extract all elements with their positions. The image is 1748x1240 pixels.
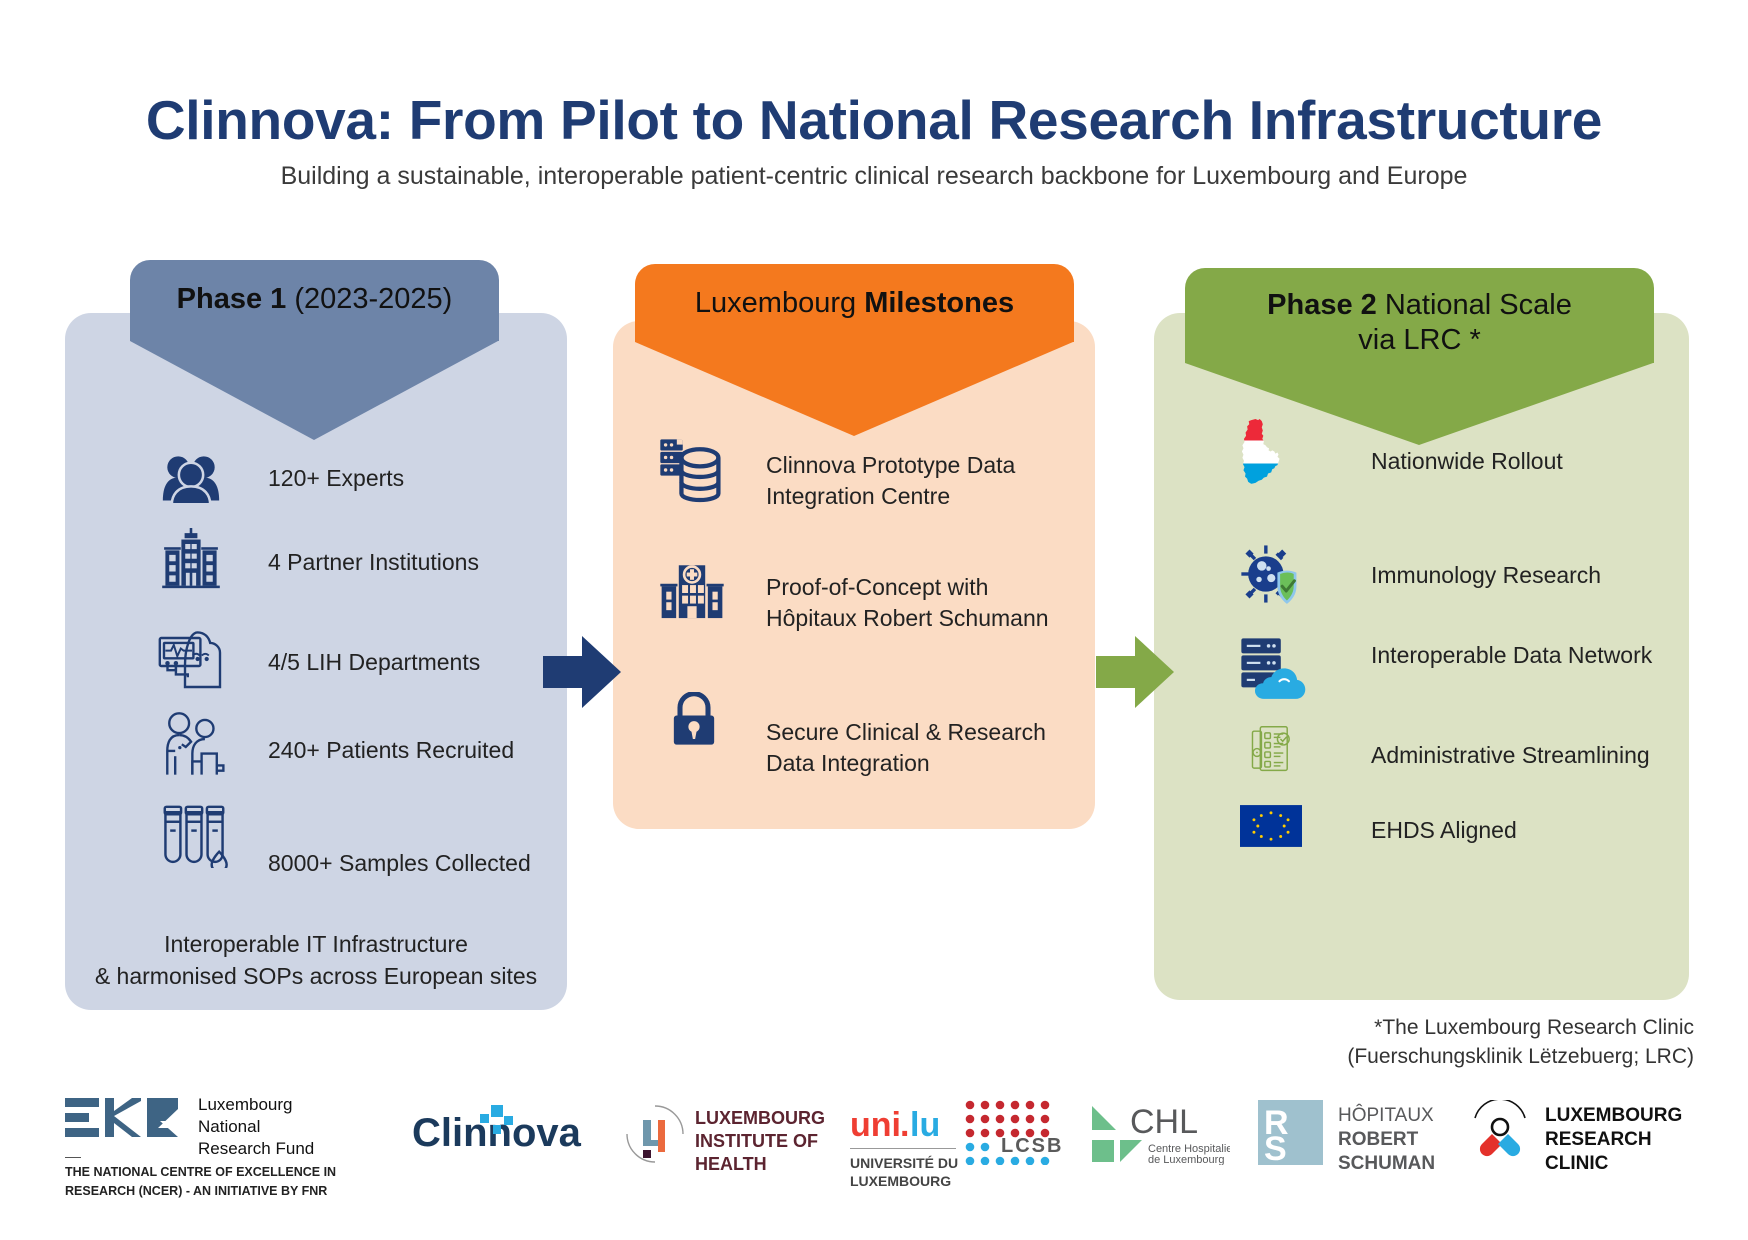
svg-text:S: S	[1264, 1130, 1287, 1165]
svg-text:CHL: CHL	[1130, 1103, 1198, 1141]
svg-text:uni: uni	[850, 1106, 901, 1144]
svg-text:LCSB: LCSB	[1001, 1135, 1063, 1157]
svg-text:lu: lu	[910, 1106, 940, 1144]
svg-text:de Luxembourg: de Luxembourg	[1148, 1154, 1224, 1165]
svg-text:.: .	[900, 1106, 909, 1144]
